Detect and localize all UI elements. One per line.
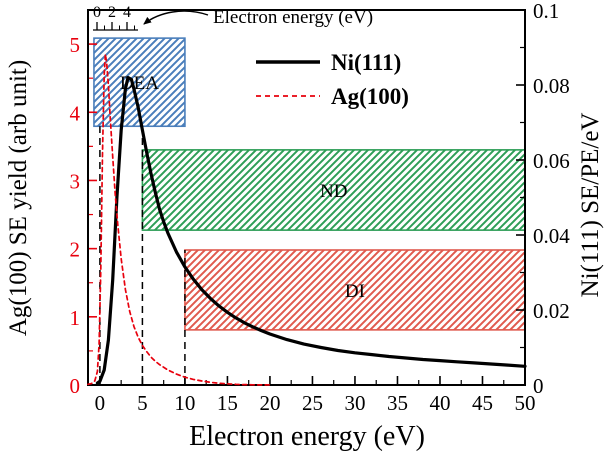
x-tick-label: 5 (137, 391, 148, 415)
region-label-nd: ND (320, 181, 347, 202)
x-tick-label: 30 (344, 391, 365, 415)
y-right-tick-label: 0.08 (533, 74, 570, 98)
y-left-tick-label: 3 (70, 169, 81, 193)
y-left-tick-label: 2 (70, 238, 81, 262)
y-left-tick-label: 0 (70, 374, 81, 398)
data-curves (87, 53, 527, 386)
x-tick-label: 0 (95, 391, 106, 415)
x-tick-label: 40 (429, 391, 450, 415)
x-tick-label: 25 (302, 391, 323, 415)
right-axis-title: Ni(111) SE/PE/eV (577, 113, 604, 298)
left-axis-title: Ag(100) SE yield (arb unit) (5, 60, 32, 336)
y-right-tick-label: 0.04 (533, 224, 570, 248)
x-tick-label: 50 (515, 391, 536, 415)
region-nd (141, 149, 526, 231)
top-axis-arrow (143, 10, 209, 25)
top-axis-tick-label: 2 (108, 4, 116, 21)
x-tick-label: 35 (387, 391, 408, 415)
y-right-tick-label: 0.1 (533, 0, 559, 23)
legend-label-ag100: Ag(100) (331, 84, 409, 109)
top-axis-tick-label: 0 (93, 4, 101, 21)
legend: Ni(111) Ag(100) (256, 50, 409, 109)
y-left-tick-label: 1 (70, 306, 81, 330)
y-right-tick-label: 0.02 (533, 299, 570, 323)
x-tick-label: 45 (472, 391, 493, 415)
x-tick-label: 10 (174, 391, 195, 415)
dashed-guide-lines (99, 126, 186, 385)
bottom-axis-title: Electron energy (eV) (189, 421, 425, 452)
x-tick-label: 15 (217, 391, 238, 415)
curve-Ni(111) (95, 75, 527, 385)
y-right-tick-label: 0.06 (533, 149, 570, 173)
region-label-di: DI (345, 281, 365, 302)
y-left-tick-label: 4 (70, 101, 81, 125)
axis-ticks: 0 5 10 15 20 25 30 35 40 45 5001234500.020.040.060… (70, 0, 571, 415)
legend-label-ni111: Ni(111) (331, 50, 401, 75)
x-tick-label: 20 (259, 391, 280, 415)
top-axis-tick-label: 4 (123, 4, 131, 21)
y-right-tick-label: 0 (533, 374, 544, 398)
curve-Ag(100) (87, 53, 271, 386)
top-axis-title: Electron energy (eV) (213, 7, 373, 28)
y-left-tick-label: 5 (70, 33, 81, 57)
plot-border (87, 9, 526, 386)
